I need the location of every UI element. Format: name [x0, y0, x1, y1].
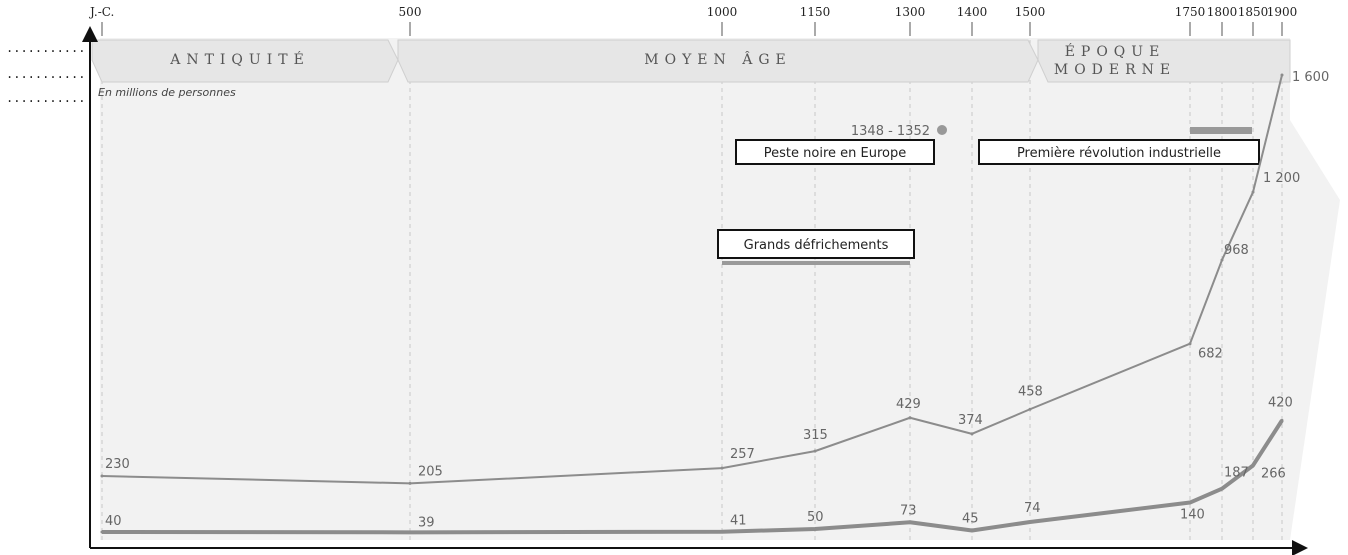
data-point — [1251, 190, 1255, 194]
annotation-revolution-industrielle: Première révolution industrielle — [1017, 146, 1221, 161]
annotation-box-revolution — [978, 139, 1260, 165]
data-point — [720, 466, 724, 470]
data-point — [1220, 258, 1224, 262]
data-point — [1280, 73, 1284, 77]
data-label: 458 — [1018, 384, 1043, 399]
revolution-period-bar — [1190, 127, 1252, 134]
data-label: 968 — [1224, 243, 1249, 258]
x-tick-label: 1400 — [957, 5, 988, 19]
data-label: 187 — [1224, 466, 1249, 481]
data-point — [408, 530, 412, 534]
data-point — [908, 416, 912, 420]
data-label: 315 — [803, 428, 828, 443]
era-band-epoque-moderne — [1037, 39, 1291, 83]
blank-lines: ........... ........... ........... — [6, 41, 85, 105]
era-band-moyen-age — [397, 39, 1039, 83]
annotation-peste-noire: Peste noire en Europe — [764, 146, 906, 161]
data-point — [1028, 407, 1032, 411]
blank-line-3: ........... — [6, 91, 85, 105]
annotation-box-defrichements — [717, 229, 915, 259]
era-label-antiquite: ANTIQUITÉ — [169, 50, 310, 68]
data-label: 257 — [730, 447, 755, 462]
data-label: 1 200 — [1263, 171, 1300, 186]
data-label: 682 — [1198, 347, 1223, 362]
x-tick-label: 1850 — [1238, 5, 1269, 19]
data-label: 230 — [105, 457, 130, 472]
data-label: 420 — [1268, 395, 1293, 410]
era-label-moderne: MODERNE — [1054, 62, 1176, 78]
blank-line-2: ........... — [6, 67, 85, 81]
data-label: 1 600 — [1292, 70, 1329, 85]
x-tick-label: 1150 — [800, 5, 831, 19]
x-tick-label: 1300 — [895, 5, 926, 19]
data-point — [1188, 342, 1192, 346]
data-label: 374 — [958, 413, 983, 428]
plot-background — [100, 38, 1340, 540]
data-point — [1280, 418, 1284, 422]
event-dot — [937, 125, 947, 135]
data-point — [1251, 463, 1255, 467]
data-label: 429 — [896, 397, 921, 412]
data-label: 50 — [807, 510, 824, 525]
x-tick-label: 1750 — [1175, 5, 1206, 19]
era-band-antiquite — [91, 39, 399, 83]
data-label: 41 — [730, 514, 747, 529]
data-point — [1188, 501, 1192, 505]
annotation-grands-defrichements: Grands défrichements — [744, 238, 889, 253]
data-label: 73 — [900, 503, 917, 518]
data-point — [100, 474, 104, 478]
x-tick-label: 1900 — [1267, 5, 1298, 19]
era-label-moyen-age: MOYEN ÂGE — [644, 50, 792, 68]
data-label: 40 — [105, 514, 122, 529]
x-tick-label: 500 — [399, 5, 422, 19]
x-tick-label: 1000 — [707, 5, 738, 19]
data-point — [720, 530, 724, 534]
data-point — [813, 527, 817, 531]
x-tick-label: 1500 — [1015, 5, 1046, 19]
data-point — [1028, 520, 1032, 524]
data-label: 45 — [962, 512, 979, 527]
x-tick-label: J.-C. — [88, 5, 114, 19]
era-label-epoque: ÉPOQUE — [1065, 42, 1166, 60]
data-label: 74 — [1024, 501, 1041, 516]
blank-line-1: ........... — [6, 41, 85, 55]
defrichements-period-bar — [722, 261, 910, 265]
data-point — [813, 449, 817, 453]
x-tick-label: 1800 — [1207, 5, 1238, 19]
data-label: 205 — [418, 464, 443, 479]
unit-label: En millions de personnes — [98, 86, 236, 99]
data-point — [970, 529, 974, 533]
data-point — [970, 432, 974, 436]
data-point — [408, 481, 412, 485]
event-date-label: 1348 - 1352 — [851, 124, 930, 139]
data-point — [908, 520, 912, 524]
data-point — [100, 530, 104, 534]
annotation-box-peste — [735, 139, 935, 165]
data-label: 140 — [1180, 508, 1205, 523]
data-label: 266 — [1261, 466, 1286, 481]
data-point — [1220, 487, 1224, 491]
data-label: 39 — [418, 515, 435, 530]
